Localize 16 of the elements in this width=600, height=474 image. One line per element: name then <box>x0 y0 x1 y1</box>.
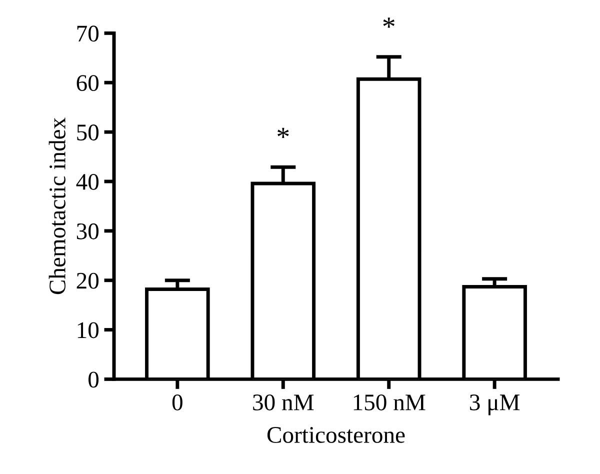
y-tick-label: 30 <box>76 223 99 240</box>
y-tick-label: 20 <box>76 272 99 289</box>
y-tick-label: 10 <box>78 322 99 338</box>
y-tick-label: 40 <box>76 174 99 190</box>
y-tick-label: 0 <box>88 372 99 388</box>
x-tick-label: 30 nM <box>253 394 314 410</box>
y-tick-label: 70 <box>77 26 99 42</box>
y-tick-label: 50 <box>77 124 99 140</box>
y-tick-label: 60 <box>76 75 99 92</box>
x-tick-label: 0 <box>172 394 182 410</box>
x-axis-title: Corticosterone <box>267 427 405 443</box>
x-tick-label: 3 μM <box>470 394 520 416</box>
annotation: * <box>383 18 394 28</box>
x-tick-label: 150 nM <box>354 394 426 410</box>
y-axis-title: Chemotactic index <box>48 118 66 294</box>
annotation: * <box>278 128 289 138</box>
